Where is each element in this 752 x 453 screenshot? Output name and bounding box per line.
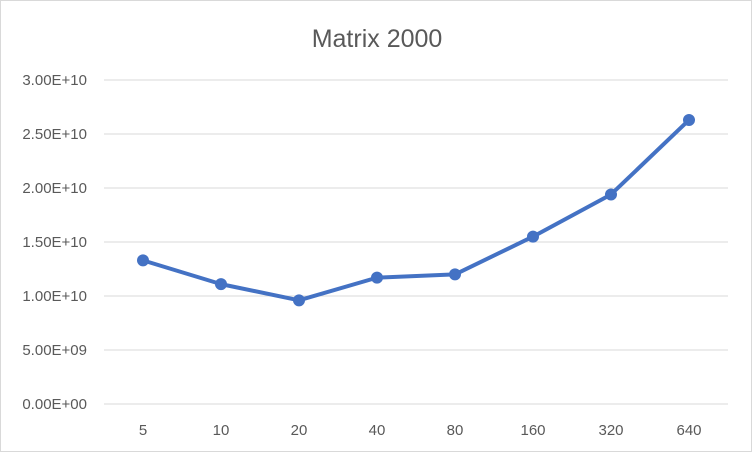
data-point-5 (137, 254, 149, 267)
data-point-160 (527, 230, 539, 243)
x-axis-tick-labels: 5 10 20 40 80 160 320 640 (139, 422, 702, 439)
series-layer (137, 113, 695, 307)
y-tick-label: 1.00E+10 (22, 288, 87, 305)
chart-title: Matrix 2000 (312, 25, 443, 53)
x-tick-label: 80 (447, 422, 464, 439)
y-tick-label: 3.00E+10 (22, 72, 87, 89)
gridlines (104, 79, 728, 405)
y-tick-label: 0.00E+00 (22, 396, 87, 413)
data-point-80 (449, 268, 461, 281)
y-tick-label: 2.50E+10 (22, 126, 87, 143)
x-tick-label: 10 (213, 422, 230, 439)
x-tick-label: 20 (291, 422, 308, 439)
data-point-640 (683, 113, 695, 126)
x-tick-label: 320 (598, 422, 623, 439)
y-tick-label: 5.00E+09 (22, 342, 87, 359)
x-tick-label: 160 (520, 422, 545, 439)
y-axis-tick-labels: 0.00E+00 5.00E+09 1.00E+10 1.50E+10 2.00E+10… (22, 72, 87, 413)
series-line (141, 117, 691, 303)
x-tick-label: 640 (676, 422, 701, 439)
y-tick-label: 2.00E+10 (22, 180, 87, 197)
data-point-10 (215, 278, 227, 291)
data-point-320 (605, 188, 617, 201)
data-point-20 (293, 294, 305, 307)
y-tick-label: 1.50E+10 (22, 234, 87, 251)
x-tick-label: 40 (369, 422, 386, 439)
data-point-40 (371, 271, 383, 284)
x-tick-label: 5 (139, 422, 147, 439)
